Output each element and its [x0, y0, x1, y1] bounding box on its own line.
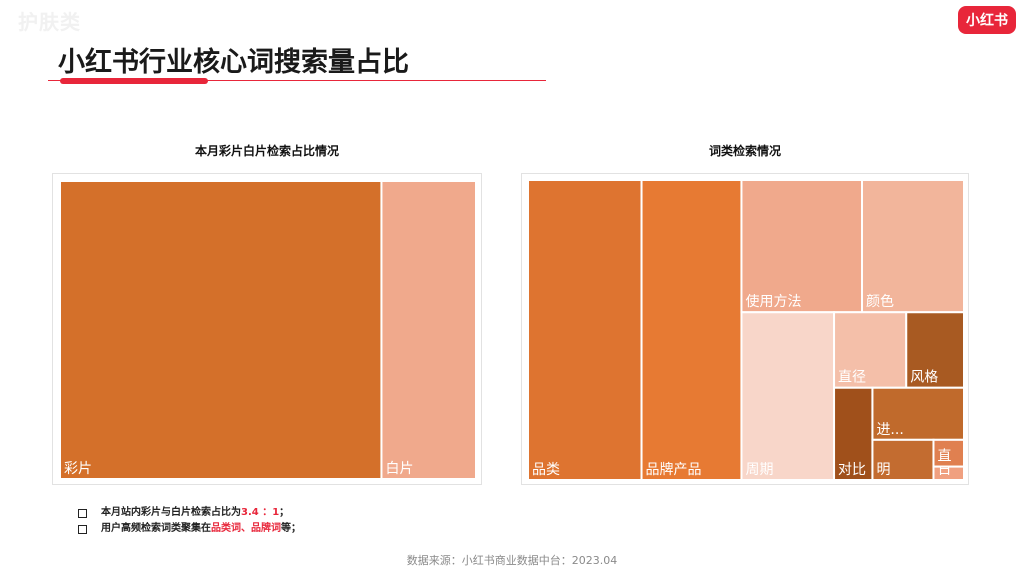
left-chart-title: 本月彩片白片检索占比情况: [194, 144, 339, 158]
treemap-rect: [861, 179, 965, 314]
xiaohongshu-logo: 小红书: [958, 6, 1016, 34]
treemap-label: 使用方法: [745, 293, 801, 310]
treemap-rect: [527, 179, 643, 481]
treemap-rect: [380, 180, 478, 480]
treemap-cell: 品牌产品: [640, 179, 743, 481]
treemap-rect: [905, 311, 965, 389]
keyword-category-treemap: 品类 品牌产品 使用方法 颜色周期 直径 风格对比 进... 明 直日: [521, 173, 969, 485]
treemap-cell: 日: [932, 462, 966, 482]
page-title: 小红书行业核心词搜索量占比: [58, 47, 409, 78]
treemap-cell: 颜色: [861, 179, 965, 314]
treemap-label: 周期: [745, 462, 773, 478]
insight-notes: 本月站内彩片与白片检索占比为3.4 ：1； 用户高频检索词类聚集在品类词、品牌词…: [78, 505, 301, 537]
treemap-label: 对比: [838, 462, 866, 478]
treemap-cell: 对比: [833, 386, 874, 481]
treemap-label: 品类: [532, 462, 560, 478]
treemap-rect: [932, 465, 966, 482]
treemap-cell: 彩片: [59, 180, 383, 480]
treemap-label: 直: [937, 448, 951, 465]
treemap-cell: 品类: [527, 179, 643, 481]
treemap-label: 颜色: [866, 293, 894, 310]
data-source: 数据来源：小红书商业数据中台：2023.04: [406, 554, 618, 567]
note-text: 用户高频检索词类聚集在品类词、品牌词等；: [101, 523, 301, 534]
treemap-rect: [871, 438, 935, 481]
treemap-label: 进...: [876, 422, 903, 438]
treemap-cell: 明: [871, 438, 935, 481]
brand-watermark: 护肤类: [18, 10, 81, 34]
treemap-label: 品牌产品: [646, 461, 702, 478]
title-accent-bar: [60, 78, 208, 84]
treemap-label: 直径: [838, 369, 866, 386]
treemap-label: 日: [937, 462, 951, 478]
color-vs-clear-treemap: 彩片 白片: [52, 173, 482, 485]
treemap-rect: [740, 311, 836, 481]
note-row: 用户高频检索词类聚集在品类词、品牌词等；: [78, 521, 301, 537]
treemap-label: 风格: [910, 370, 938, 386]
right-chart-title: 词类检索情况: [708, 144, 781, 158]
treemap-cell: 白片: [380, 180, 478, 480]
treemap-rect: [640, 179, 743, 481]
treemap-label: 彩片: [64, 461, 92, 477]
treemap-cell: 直径: [833, 311, 908, 389]
checkbox-square-icon: [78, 524, 87, 534]
treemap-cell: 周期: [740, 311, 836, 481]
note-row: 本月站内彩片与白片检索占比为3.4 ：1；: [78, 505, 301, 521]
treemap-rect: [59, 180, 383, 480]
note-text: 本月站内彩片与白片检索占比为3.4 ：1；: [101, 507, 290, 518]
treemap-label: 白片: [385, 461, 413, 477]
treemap-rect: [740, 179, 864, 314]
treemap-label: 明: [876, 462, 890, 478]
title-underline: [48, 80, 546, 81]
treemap-cell: 直: [932, 438, 966, 468]
treemap-left-svg: 彩片 白片: [59, 180, 478, 480]
checkbox-square-icon: [78, 508, 87, 518]
treemap-cell: 进...: [871, 386, 966, 441]
treemap-cell: 风格: [905, 311, 965, 389]
treemap-cell: 使用方法: [740, 179, 864, 314]
